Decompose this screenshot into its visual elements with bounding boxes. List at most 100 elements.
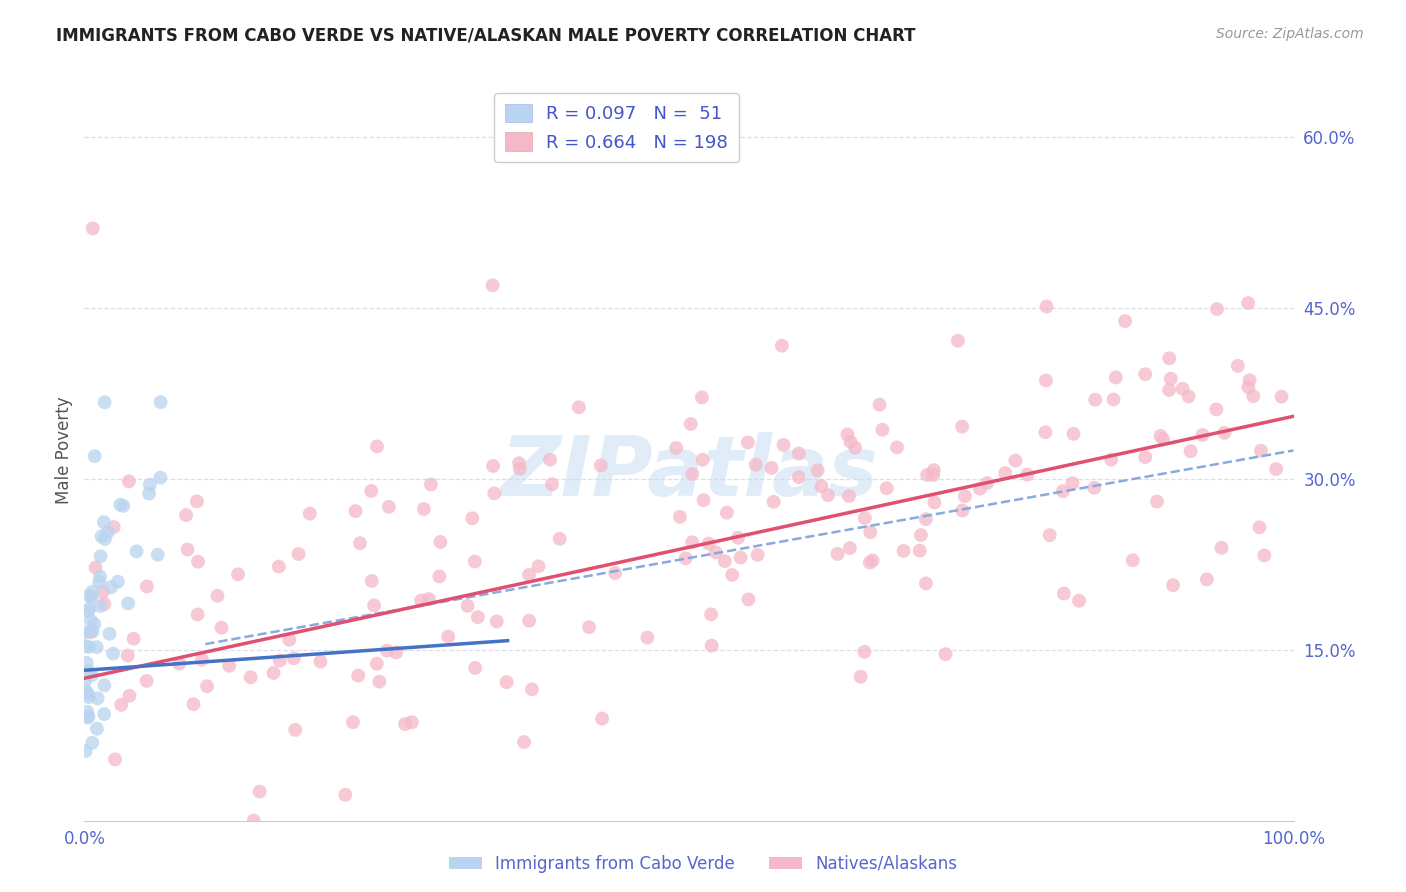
Point: [93, 678, 115, 692]
Point: [950, 419, 973, 434]
Point: [1237, 380, 1260, 394]
Point: [125, 544, 148, 558]
Point: [853, 645, 876, 659]
Point: [484, 486, 506, 500]
Point: [267, 559, 290, 574]
Point: [1099, 452, 1122, 467]
Point: [342, 715, 364, 730]
Point: [77, 589, 100, 603]
Point: [90, 549, 112, 564]
Point: [1017, 467, 1039, 482]
Point: [394, 717, 416, 731]
Point: [360, 574, 382, 588]
Point: [513, 735, 536, 749]
Point: [107, 574, 129, 589]
Point: [1250, 443, 1272, 458]
Point: [837, 427, 859, 442]
Point: [869, 398, 891, 412]
Point: [1084, 392, 1107, 407]
Point: [73, 625, 96, 640]
Point: [568, 401, 591, 415]
Point: [83, 449, 105, 463]
Point: [93, 597, 115, 611]
Point: [1102, 392, 1125, 407]
Point: [211, 621, 233, 635]
Point: [520, 682, 543, 697]
Point: [772, 438, 794, 452]
Point: [167, 657, 190, 671]
Point: [681, 467, 703, 481]
Point: [363, 599, 385, 613]
Point: [1159, 383, 1181, 397]
Point: [149, 471, 172, 485]
Point: [1122, 553, 1144, 567]
Point: [690, 391, 713, 405]
Point: [82, 221, 104, 235]
Point: [366, 440, 388, 454]
Point: [692, 452, 714, 467]
Point: [110, 698, 132, 712]
Point: [681, 535, 703, 549]
Point: [263, 665, 285, 680]
Point: [915, 576, 938, 591]
Point: [461, 511, 484, 525]
Point: [538, 452, 561, 467]
Point: [1004, 453, 1026, 467]
Point: [908, 543, 931, 558]
Point: [138, 486, 160, 500]
Point: [91, 585, 114, 599]
Point: [75, 639, 97, 653]
Point: [146, 548, 169, 562]
Point: [174, 508, 197, 522]
Point: [287, 547, 309, 561]
Point: [80, 614, 103, 628]
Point: [838, 541, 860, 555]
Point: [1253, 549, 1275, 563]
Point: [84, 560, 107, 574]
Point: [517, 567, 540, 582]
Point: [101, 647, 124, 661]
Point: [1241, 389, 1264, 403]
Point: [1114, 314, 1136, 328]
Point: [1237, 296, 1260, 310]
Point: [82, 736, 104, 750]
Point: [117, 596, 139, 610]
Point: [93, 515, 115, 529]
Point: [309, 655, 332, 669]
Point: [378, 500, 401, 514]
Point: [278, 632, 301, 647]
Point: [242, 814, 264, 828]
Point: [75, 674, 97, 689]
Point: [876, 481, 898, 495]
Point: [368, 674, 391, 689]
Point: [509, 461, 531, 475]
Point: [730, 550, 752, 565]
Point: [1206, 301, 1229, 316]
Point: [418, 591, 440, 606]
Point: [186, 494, 208, 508]
Point: [1052, 484, 1074, 499]
Point: [284, 723, 307, 737]
Point: [1195, 573, 1218, 587]
Point: [1270, 390, 1292, 404]
Point: [853, 511, 876, 525]
Point: [176, 542, 198, 557]
Point: [1161, 578, 1184, 592]
Point: [1039, 528, 1062, 542]
Point: [1213, 425, 1236, 440]
Point: [862, 553, 884, 567]
Point: [886, 441, 908, 455]
Point: [1191, 428, 1213, 442]
Point: [844, 441, 866, 455]
Point: [636, 631, 658, 645]
Point: [994, 466, 1017, 480]
Point: [810, 479, 832, 493]
Point: [344, 504, 367, 518]
Point: [77, 687, 100, 701]
Point: [1159, 351, 1181, 366]
Point: [103, 520, 125, 534]
Point: [77, 664, 100, 678]
Point: [669, 509, 692, 524]
Point: [915, 467, 938, 482]
Point: [79, 625, 101, 640]
